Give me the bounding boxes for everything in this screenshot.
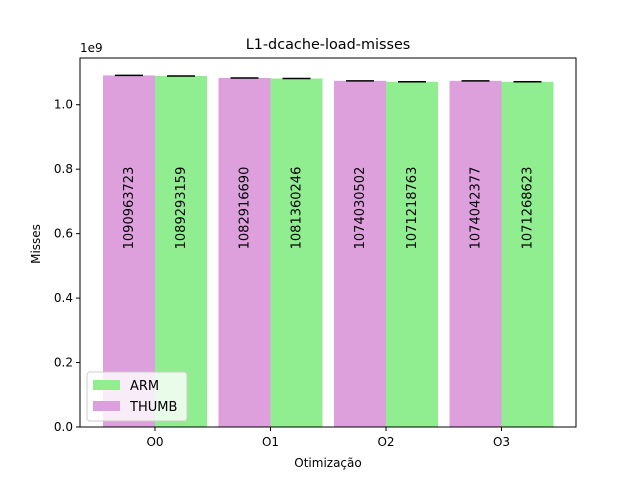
data-label-arm-o2: 1071218763 (405, 167, 420, 250)
y-axis-label: Misses (29, 224, 43, 264)
bar-thumb-o2 (334, 80, 386, 427)
y-tick-label: 1.0 (54, 98, 73, 112)
data-label-thumb-o2: 1074030502 (353, 167, 368, 250)
data-label-arm-o1: 1081360246 (290, 167, 305, 250)
x-tick-label-o0: O0 (146, 435, 163, 449)
bar-thumb-o3 (449, 80, 502, 428)
bar-arm-o2 (386, 81, 438, 428)
x-axis-label: Otimização (294, 456, 361, 470)
bar-arm-o0 (155, 75, 207, 427)
plot-area: 1090963723 1089293159 O0 1082916690 10813602… (54, 57, 577, 449)
legend-label-thumb: THUMB (129, 400, 177, 415)
bar-arm-o1 (270, 78, 323, 428)
data-label-thumb-o3: 1074042377 (469, 167, 484, 250)
y-tick-label: 0.6 (54, 227, 73, 241)
bar-thumb-o0 (103, 75, 155, 428)
chart-title: L1-dcache-load-misses (246, 37, 411, 53)
data-label-arm-o3: 1071268623 (521, 167, 536, 250)
legend-swatch-arm (93, 380, 120, 390)
axes-frame (79, 57, 577, 428)
legend-swatch-thumb (93, 401, 120, 411)
data-label-thumb-o1: 1082916690 (238, 167, 253, 250)
x-tick-label-o2: O2 (377, 435, 394, 449)
bar-thumb-o1 (218, 78, 271, 428)
data-label-thumb-o0: 1090963723 (122, 167, 137, 250)
y-tick-label: 0.8 (54, 162, 73, 176)
y-tick-label: 0.2 (54, 356, 73, 370)
data-label-arm-o0: 1089293159 (174, 167, 189, 250)
y-axis-scale-label: 1e9 (80, 41, 103, 55)
bar-arm-o3 (501, 81, 554, 427)
legend: ARM THUMB (86, 371, 188, 422)
y-tick-label: 0.0 (54, 420, 73, 434)
y-tick-label: 0.4 (54, 291, 73, 305)
x-tick-label-o1: O1 (262, 435, 279, 449)
x-tick-label-o3: O3 (493, 435, 510, 449)
legend-label-arm: ARM (130, 379, 159, 394)
